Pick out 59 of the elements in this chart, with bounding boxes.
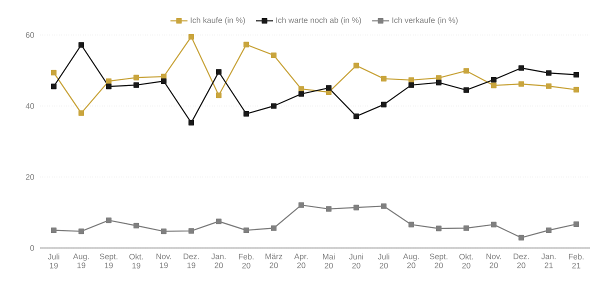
point [160,74,167,80]
point [518,234,524,240]
point [380,76,387,82]
point [573,86,580,92]
point [216,92,222,98]
point [518,65,524,71]
point [133,82,140,88]
point [188,228,194,234]
point [436,80,442,86]
point [573,221,580,228]
point [436,75,442,81]
point [243,42,250,48]
point [106,84,112,90]
point [408,82,414,88]
point [50,70,57,76]
point [518,81,524,87]
point [188,120,194,126]
point [78,42,84,48]
point [463,68,470,74]
point [353,62,360,68]
point [490,222,497,228]
point [326,85,332,91]
point [78,110,84,116]
point [380,102,387,108]
point [380,203,387,209]
point [106,218,112,224]
point [133,222,140,228]
point [270,225,277,231]
point [490,76,497,83]
point [50,227,57,234]
point [436,226,442,232]
point [326,206,332,212]
point [546,227,552,234]
point [216,218,222,224]
point [78,228,84,234]
point [243,227,250,234]
point [408,77,414,83]
point [546,70,552,76]
point [298,91,304,97]
point [50,84,57,90]
point [298,86,304,92]
point [160,78,167,84]
point [270,103,277,109]
point [298,202,304,208]
point [353,114,360,120]
point [243,111,250,117]
point [160,228,167,234]
point [188,34,194,40]
point [408,222,414,228]
point [463,87,470,93]
point [490,82,497,88]
point [106,78,112,84]
point [353,204,360,210]
point [216,69,222,75]
point [573,72,580,78]
point [463,225,470,231]
point [270,52,277,58]
point [133,74,140,80]
point [546,83,552,89]
